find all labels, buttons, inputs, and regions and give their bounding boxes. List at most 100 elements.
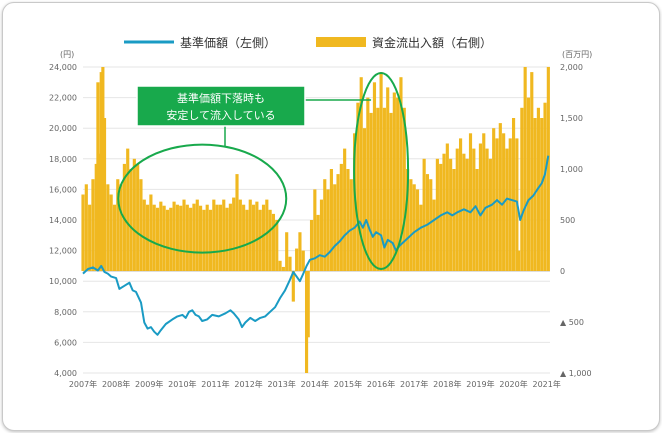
flow-bar [530, 72, 534, 271]
flow-bar [402, 107, 406, 271]
left-tick-label: 6,000 [54, 338, 77, 347]
flow-bar [409, 179, 413, 271]
flow-bar [376, 107, 380, 271]
flow-bar [485, 148, 489, 271]
flow-bar [126, 148, 130, 271]
flow-bar [526, 97, 531, 271]
flow-bar [228, 203, 232, 271]
flow-bar [81, 194, 85, 271]
flow-bar [319, 199, 324, 271]
flow-bar [432, 199, 436, 271]
flow-bar [309, 220, 314, 271]
flow-bar [101, 67, 105, 271]
flow-bar [301, 250, 305, 271]
flow-bar [255, 201, 259, 271]
flow-bar [179, 205, 183, 271]
flow-bar [169, 207, 173, 271]
left-tick-label: 14,000 [49, 216, 77, 225]
flow-bar [419, 204, 423, 271]
flow-bar [462, 153, 466, 271]
flow-bar [96, 82, 100, 271]
x-tick-label: 2015年 [334, 379, 362, 389]
flow-bar [442, 153, 446, 271]
flow-bar [275, 220, 279, 271]
flow-bar [475, 169, 479, 271]
flow-bar [523, 67, 527, 271]
left-tick-label: 4,000 [54, 369, 77, 378]
flow-bar [139, 179, 143, 271]
left-tick-label: 10,000 [49, 277, 77, 286]
highlight-ellipse-2016 [353, 72, 410, 271]
flow-bar [109, 194, 113, 271]
flow-bar [459, 138, 463, 271]
left-tick-label: 18,000 [49, 155, 77, 164]
flow-bar [102, 118, 107, 271]
flow-bar [258, 209, 262, 271]
flow-bar [97, 153, 102, 271]
flow-bar [429, 179, 433, 271]
flow-bar [152, 204, 156, 271]
flow-bar [346, 169, 350, 271]
flow-bar [94, 163, 98, 271]
x-tick-label: 2011年 [201, 379, 229, 389]
right-tick-label: 1,500 [560, 114, 583, 123]
flow-bar [508, 138, 512, 271]
flow-bar [495, 138, 499, 271]
flow-bar [199, 205, 203, 271]
left-tick-label: 16,000 [49, 185, 77, 194]
flow-bar [516, 250, 521, 271]
flow-bar [242, 204, 246, 271]
left-tick-label: 22,000 [49, 94, 77, 103]
flow-bar [91, 179, 95, 271]
flow-bar [225, 207, 229, 271]
flow-bar [182, 199, 186, 271]
flow-bar [208, 209, 213, 271]
flow-bar [172, 201, 176, 271]
flow-bar [189, 207, 193, 271]
right-tick-label: ▲ 500 [560, 318, 584, 327]
flow-bars [81, 67, 550, 373]
flow-bar [146, 204, 150, 271]
right-tick-label: 500 [560, 216, 575, 225]
flow-bar [386, 87, 390, 272]
right-axis-unit: (百万円) [562, 50, 592, 59]
flow-bar [218, 204, 223, 271]
flow-bar [511, 118, 516, 271]
x-tick-label: 2012年 [234, 379, 262, 389]
flow-bar [543, 102, 547, 271]
x-tick-label: 2009年 [135, 379, 163, 389]
flow-bar [422, 158, 426, 271]
flow-bar [343, 148, 347, 271]
flow-bar [88, 204, 92, 271]
flow-bar [520, 107, 524, 271]
flow-bar [265, 199, 269, 271]
flow-bar [116, 179, 120, 271]
x-axis-ticks: 2007年 2008年 2009年 2010年 2011年 2012年 2013年 2014年… [69, 379, 561, 389]
flow-bar [382, 107, 386, 271]
flow-bar [175, 204, 179, 271]
flow-bar [248, 199, 252, 271]
flow-bar [425, 174, 430, 271]
flow-bar [412, 184, 416, 271]
flow-bar [285, 232, 289, 271]
flow-bar [106, 184, 110, 271]
flow-bar [445, 143, 449, 271]
flow-bar [452, 169, 456, 271]
flow-bar [313, 189, 317, 271]
flow-bar [369, 112, 373, 272]
x-tick-label: 2014年 [301, 379, 329, 389]
flow-bar [205, 204, 209, 271]
x-tick-label: 2019年 [466, 379, 494, 389]
flow-bar [323, 179, 327, 271]
legend-bar-swatch [316, 37, 366, 47]
flow-bar [392, 92, 396, 271]
x-tick-label: 2008年 [102, 379, 130, 389]
flow-bar [505, 148, 509, 271]
flow-bar [129, 169, 133, 271]
flow-bar [215, 204, 219, 271]
highlight-ellipses [117, 72, 410, 271]
right-tick-label: 2,000 [560, 63, 583, 72]
flow-bar [333, 184, 337, 271]
flow-bar [478, 143, 483, 271]
